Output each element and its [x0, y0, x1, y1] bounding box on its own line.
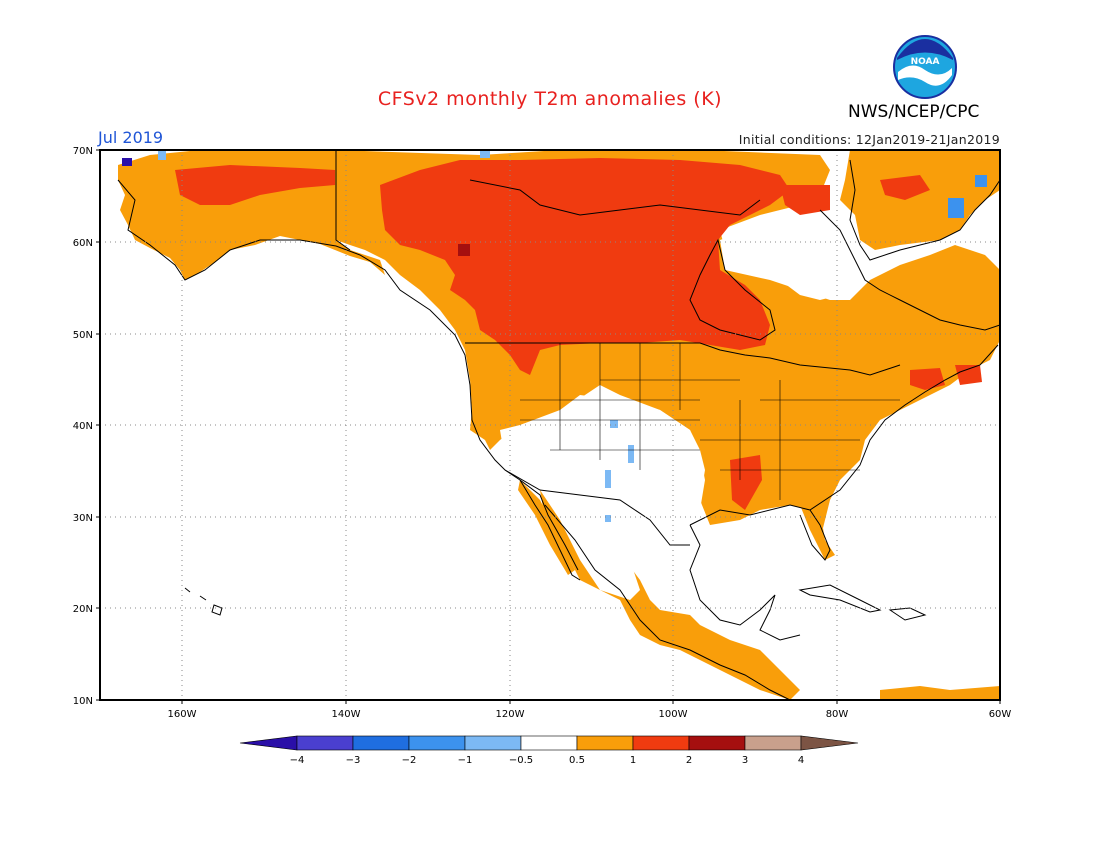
colorbar-label: −2: [402, 755, 417, 766]
cool-cell: [158, 150, 166, 160]
valid-month: Jul 2019: [98, 128, 164, 147]
colorbar-label: 1: [630, 755, 636, 766]
anomaly-field: [118, 150, 1000, 700]
coastline-mexico-pacific: [544, 504, 791, 700]
coastline-florida: [799, 509, 831, 561]
coastline-gulf-north: [689, 504, 811, 526]
lat-label: 40N: [73, 421, 93, 432]
colorbar-swatch: [744, 735, 802, 751]
island-hawaii: [184, 587, 223, 616]
colorbar-swatch: [520, 735, 578, 751]
initial-conditions: Initial conditions: 12Jan2019-21Jan2019: [738, 132, 1000, 147]
coastline-west: [117, 179, 579, 571]
colorbar-swatch: [688, 735, 746, 751]
cool-cell-moderate: [948, 198, 964, 218]
colorbar-label: −1: [458, 755, 473, 766]
lon-label: 100W: [659, 709, 688, 720]
cool-cell: [605, 470, 611, 488]
border-us-mexico: [504, 469, 690, 546]
coastlines: [117, 150, 1000, 700]
axis-ticks: [96, 149, 1001, 704]
cool-cell: [605, 515, 611, 522]
anomaly-region-mexico: [540, 490, 800, 700]
anomaly-region-labrador-red: [780, 185, 830, 215]
colorbar-label: −3: [346, 755, 361, 766]
colorbar-swatch: [296, 735, 354, 751]
normal-region-mexico-interior: [590, 510, 660, 600]
lat-label: 70N: [73, 146, 93, 157]
colorbar-label: 0.5: [569, 755, 585, 766]
anomaly-region-florida: [800, 505, 835, 560]
coastline-greenland: [849, 159, 1000, 261]
anomaly-region-alaska-red: [175, 165, 335, 205]
cool-cell: [610, 420, 618, 428]
anomaly-region-southern-edge: [880, 686, 1000, 700]
coastline-hudson-bay: [689, 238, 776, 341]
lat-label: 20N: [73, 604, 93, 615]
lon-label: 140W: [332, 709, 361, 720]
lat-label: 50N: [73, 330, 93, 341]
anomaly-cell-dark-red: [458, 244, 470, 256]
coastline-east: [809, 344, 999, 511]
cool-cell: [480, 150, 490, 158]
colorbar-label: 2: [686, 755, 692, 766]
lon-label: 120W: [496, 709, 525, 720]
graticule: [100, 150, 1000, 700]
colorbar-arrow-high: [800, 735, 859, 751]
cool-cell-moderate: [975, 175, 987, 187]
coastline-labrador: [819, 209, 1000, 331]
colorbar-swatch: [464, 735, 522, 751]
lat-label: 30N: [73, 513, 93, 524]
lon-label: 80W: [826, 709, 849, 720]
noaa-logo: NOAA: [893, 35, 957, 99]
lon-label: 160W: [168, 709, 197, 720]
coastline-gulf: [689, 524, 801, 641]
anomaly-region-greenland-red: [880, 175, 930, 200]
colorbar-label: −4: [290, 755, 305, 766]
anomaly-region-greenland: [840, 150, 1000, 250]
island-hispaniola: [888, 607, 927, 621]
colorbar-swatch: [408, 735, 466, 751]
border-alaska: [335, 150, 351, 251]
normal-region-southwest-us: [500, 385, 705, 545]
anomaly-region-novascotia-red: [955, 365, 982, 385]
lat-label: 60N: [73, 238, 93, 249]
anomaly-region-lakes-red: [730, 455, 762, 510]
coastline-baja: [519, 479, 581, 581]
island-cuba: [798, 584, 882, 613]
org-label: NWS/NCEP/CPC: [848, 102, 980, 122]
lat-label: 10N: [73, 696, 93, 707]
colorbar-label: −0.5: [509, 755, 533, 766]
cool-cell: [628, 445, 634, 463]
state-borders: [520, 343, 900, 500]
colorbar-label: 4: [798, 755, 804, 766]
noaa-logo-text: NOAA: [911, 57, 940, 67]
lon-label: 60W: [989, 709, 1012, 720]
colorbar-arrow-low: [239, 735, 298, 751]
map-title: CFSv2 monthly T2m anomalies (K): [377, 88, 723, 110]
colorbar-swatch: [352, 735, 410, 751]
border-us-canada: [465, 342, 901, 376]
colorbar: −4 −3 −2 −1 −0.5 0.5 1 2 3 4: [239, 735, 859, 766]
anomaly-region-northeast-red: [910, 368, 945, 390]
colorbar-swatch: [576, 735, 634, 751]
cool-cell-strong: [122, 158, 132, 166]
anomaly-region-canada-red: [380, 158, 790, 375]
coastline-arctic: [469, 179, 761, 216]
colorbar-label: 3: [742, 755, 748, 766]
colorbar-swatch: [632, 735, 690, 751]
normal-region-greenland: [720, 200, 870, 300]
